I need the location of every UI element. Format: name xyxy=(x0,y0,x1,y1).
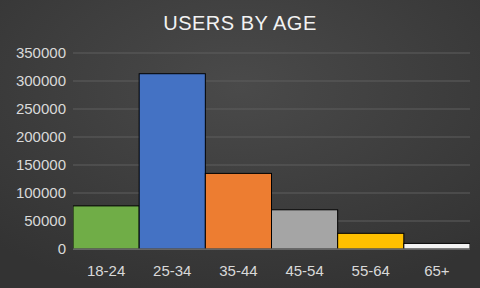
bar xyxy=(73,206,139,249)
y-tick-label: 300000 xyxy=(16,72,66,89)
x-tick-label: 65+ xyxy=(424,262,450,279)
grid-line xyxy=(73,137,470,138)
chart: USERS BY AGE 0 50000 100000 150000 200000 2500… xyxy=(0,0,480,288)
y-tick-label: 0 xyxy=(58,240,66,257)
x-tick-label: 45-54 xyxy=(285,262,323,279)
bars xyxy=(73,74,470,249)
x-axis-line xyxy=(73,249,470,250)
grid-line xyxy=(73,109,470,110)
x-tick-label: 18-24 xyxy=(87,262,125,279)
page: {"chart_data": {"type": "bar", "title": … xyxy=(0,0,480,288)
y-tick-label: 100000 xyxy=(16,184,66,201)
bar xyxy=(139,74,205,249)
y-tick-label: 350000 xyxy=(16,44,66,61)
y-tick-label: 150000 xyxy=(16,156,66,173)
x-tick-label: 25-34 xyxy=(153,262,191,279)
x-tick-label: 35-44 xyxy=(219,262,257,279)
bar xyxy=(205,173,271,249)
grid-line xyxy=(73,165,470,166)
grid-line xyxy=(73,53,470,54)
bar xyxy=(338,233,404,249)
title: USERS BY AGE xyxy=(163,12,316,34)
y-tick-label: 250000 xyxy=(16,100,66,117)
y-tick-label: 50000 xyxy=(24,212,66,229)
x-tick-label: 55-64 xyxy=(352,262,390,279)
bar xyxy=(272,210,338,249)
bar xyxy=(404,243,470,249)
background xyxy=(0,0,480,288)
grid-line xyxy=(73,81,470,82)
y-tick-label: 200000 xyxy=(16,128,66,145)
grid-line xyxy=(73,249,470,250)
